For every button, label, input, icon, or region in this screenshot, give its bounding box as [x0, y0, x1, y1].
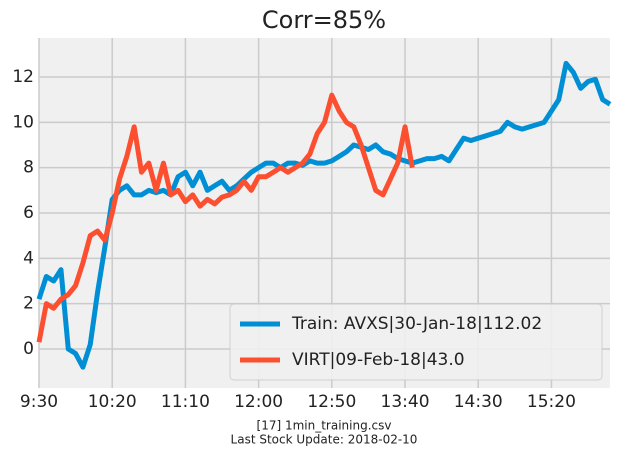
x-tick-label: 9:30: [20, 392, 58, 412]
caption: Last Stock Update: 2018-02-10: [231, 433, 418, 447]
y-tick-label: 2: [23, 294, 34, 314]
y-tick-label: 6: [23, 203, 34, 223]
legend-label: VIRT|09-Feb-18|43.0: [292, 350, 465, 370]
y-tick-label: 0: [23, 339, 34, 359]
x-tick-label: 13:40: [381, 392, 430, 412]
legend-box: [229, 303, 603, 381]
y-tick-label: 10: [12, 112, 34, 132]
x-tick-label: 15:20: [527, 392, 576, 412]
x-tick-label: 12:50: [307, 392, 356, 412]
y-tick-label: 8: [23, 158, 34, 178]
legend-label: Train: AVXS|30-Jan-18|112.02: [291, 314, 542, 334]
caption: [17] 1min_training.csv: [257, 419, 392, 433]
chart-title: Corr=85%: [262, 6, 386, 34]
x-tick-label: 12:00: [234, 392, 283, 412]
x-tick-label: 14:30: [454, 392, 503, 412]
y-tick-label: 12: [12, 67, 34, 87]
series-line: [36, 92, 415, 343]
y-tick-label: 4: [23, 248, 34, 268]
series-line: [36, 60, 612, 370]
x-tick-label: 11:10: [161, 392, 210, 412]
x-tick-label: 10:20: [88, 392, 137, 412]
